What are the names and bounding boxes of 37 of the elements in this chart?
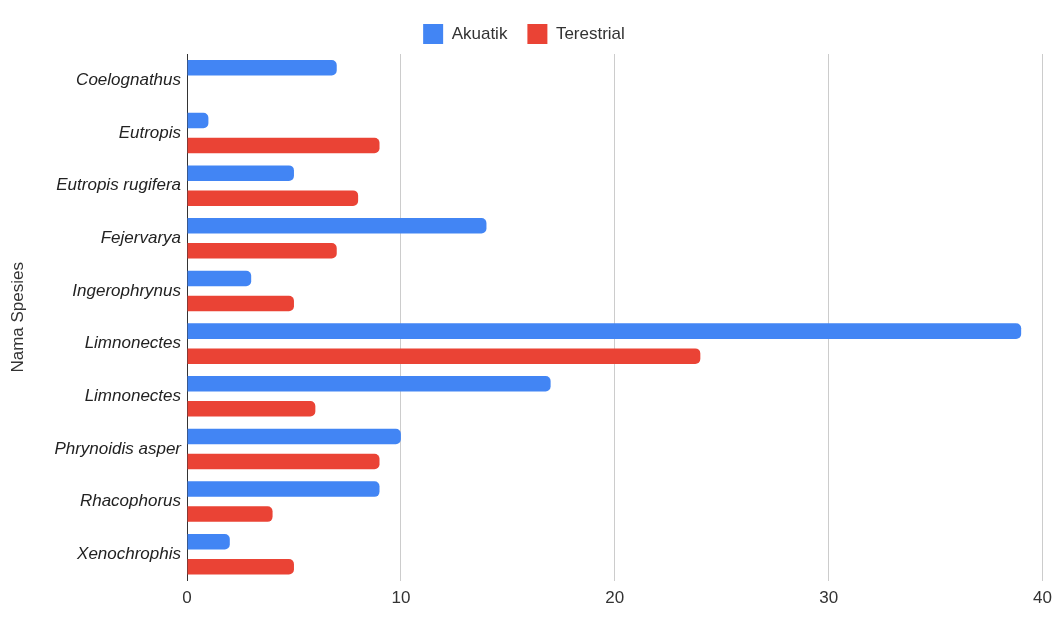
x-tick-label: 20	[605, 588, 625, 608]
x-tick-label: 0	[182, 588, 192, 608]
y-tick-label: Limnonectes	[84, 333, 182, 353]
y-tick-label: Ingerophrynus	[72, 280, 182, 300]
x-tick-label: 30	[819, 588, 839, 608]
y-tick-label: Eutropis rugifera	[56, 175, 182, 195]
x-tick-label: 40	[1033, 588, 1053, 608]
bar	[187, 481, 380, 497]
y-tick-label: Xenochrophis	[76, 544, 182, 563]
bar	[187, 137, 380, 154]
bar	[187, 376, 551, 392]
bar	[187, 165, 294, 181]
y-tick-label: Limnonectes	[84, 386, 182, 406]
bar	[187, 401, 316, 417]
legend-label: Terestrial	[555, 23, 625, 43]
bar	[187, 270, 252, 287]
y-tick-label: Phrynoidis asper	[54, 438, 183, 458]
bar	[187, 112, 209, 129]
bar	[187, 428, 401, 445]
y-tick-label: Fejervarya	[100, 228, 182, 248]
bar	[187, 559, 294, 575]
bar	[187, 534, 230, 550]
bar	[187, 60, 337, 76]
y-axis-title: Nama Spesies	[7, 262, 27, 373]
bar	[187, 323, 1022, 339]
y-tick-label: Eutropis	[118, 122, 182, 142]
x-tick-label: 10	[391, 588, 411, 608]
bar	[187, 243, 337, 259]
bar	[187, 295, 294, 312]
y-tick-label: Rhacophorus	[79, 491, 182, 511]
bar	[187, 348, 701, 364]
bar	[187, 218, 487, 234]
legend-label: Akuatik	[451, 23, 508, 43]
bar	[187, 506, 273, 522]
bar	[187, 453, 380, 470]
bar	[187, 190, 359, 206]
y-tick-label: Coelognathus	[76, 70, 182, 90]
